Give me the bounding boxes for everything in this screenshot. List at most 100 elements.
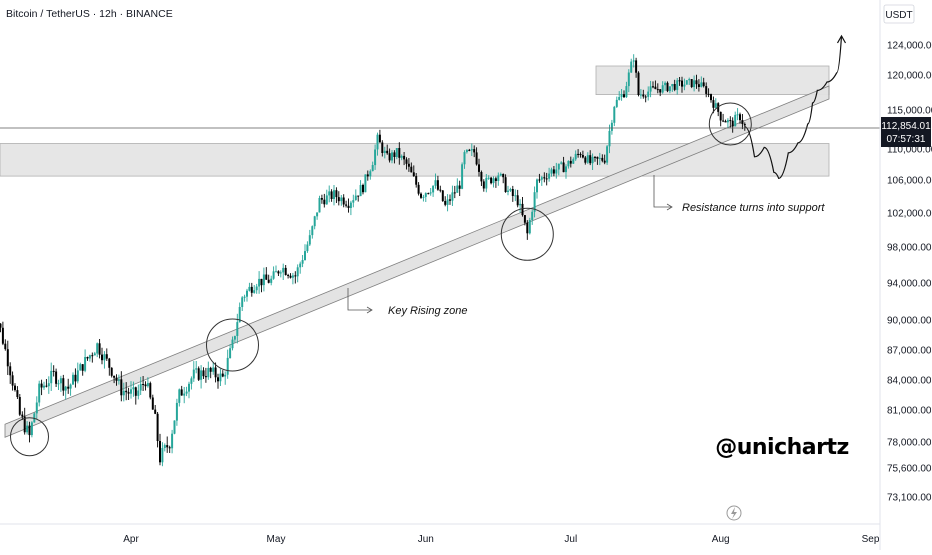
- candle-body: [623, 94, 625, 98]
- candle-body: [59, 378, 62, 384]
- candle-body: [661, 85, 664, 93]
- candle-body: [567, 160, 570, 167]
- candle-body: [432, 185, 435, 193]
- candle-body: [93, 353, 96, 356]
- candle-body: [190, 378, 193, 384]
- candle-body: [96, 343, 99, 354]
- candle-body: [304, 251, 306, 260]
- candle-body: [265, 274, 268, 280]
- price-scale[interactable]: 124,000.00 120,000.00 115,000.00 110,000.00…: [879, 0, 932, 550]
- candle-body: [294, 275, 297, 277]
- candle-body: [695, 80, 698, 85]
- candle-body: [463, 152, 466, 165]
- candle-body: [726, 120, 729, 123]
- candle-body: [724, 121, 727, 123]
- lightning-icon[interactable]: [726, 505, 742, 521]
- candle-body: [233, 336, 236, 340]
- candle-body: [275, 271, 277, 273]
- candle-body: [52, 370, 55, 372]
- candle-body: [393, 152, 396, 157]
- candle-body: [499, 174, 502, 176]
- candle-body: [149, 383, 152, 398]
- candle-body: [311, 226, 314, 236]
- candle-body: [125, 390, 128, 393]
- candle-body: [654, 86, 657, 90]
- candle-body: [115, 377, 118, 381]
- price-tag-background: [881, 117, 931, 147]
- candle-body: [349, 202, 352, 208]
- candle-body: [270, 278, 273, 283]
- candle-body: [88, 355, 91, 359]
- candle-body: [676, 80, 679, 90]
- candle-body: [137, 390, 140, 396]
- candle-body: [21, 414, 24, 417]
- candle-body: [644, 96, 647, 98]
- candle-body: [596, 156, 599, 159]
- candle-body: [38, 383, 41, 403]
- candle-body: [482, 181, 485, 189]
- candle-body: [171, 433, 174, 449]
- candle-body: [320, 198, 323, 200]
- candle-body: [543, 177, 546, 179]
- candle-body: [712, 100, 715, 108]
- candle-body: [333, 190, 335, 199]
- candle-body: [11, 375, 14, 386]
- candle-body: [301, 260, 304, 264]
- candle-body: [702, 82, 705, 87]
- candle-body: [81, 364, 84, 371]
- candle-body: [378, 134, 381, 143]
- candle-body: [560, 162, 563, 164]
- candle-body: [407, 163, 410, 167]
- candle-body: [685, 80, 688, 85]
- countdown-label: 07:57:31: [887, 134, 926, 145]
- candle-body: [352, 200, 355, 203]
- candle-body: [185, 391, 188, 394]
- candle-body: [446, 199, 449, 205]
- candle-body: [545, 178, 548, 180]
- candle-body: [536, 179, 538, 193]
- candle-body: [528, 220, 531, 234]
- candle-body: [395, 148, 398, 157]
- candle-body: [253, 290, 256, 293]
- currency-box[interactable]: [883, 4, 915, 24]
- candle-body: [552, 169, 555, 174]
- candle-body: [374, 149, 377, 166]
- x-tick-label: Apr: [123, 534, 139, 545]
- candle-body: [562, 162, 565, 173]
- candle-body: [589, 155, 592, 164]
- candle-body: [458, 185, 461, 189]
- candle-body: [255, 286, 258, 291]
- candle-body: [161, 448, 164, 463]
- y-tick-label: 94,000.00: [887, 279, 932, 290]
- candle-body: [4, 343, 7, 350]
- candle-body: [502, 174, 505, 178]
- x-tick-label: Aug: [712, 534, 730, 545]
- y-tick-label: 106,000.00: [887, 176, 932, 187]
- x-tick-label: Jul: [564, 534, 577, 545]
- candle-body: [620, 94, 623, 97]
- candle-body: [14, 385, 16, 391]
- candle-body: [357, 195, 360, 197]
- candle-body: [630, 61, 633, 73]
- candle-body: [347, 205, 350, 208]
- candle-body: [57, 383, 60, 385]
- candle-body: [168, 447, 171, 449]
- candle-body: [226, 357, 229, 375]
- resistance-support-label: Resistance turns into support: [682, 202, 825, 214]
- candle-body: [690, 79, 693, 87]
- candle-body: [637, 72, 640, 95]
- rising-channel: [4, 85, 830, 438]
- candle-body: [345, 204, 348, 206]
- candle-body: [449, 199, 451, 201]
- candle-body: [710, 94, 712, 101]
- candle-body: [678, 80, 681, 82]
- candle-body: [243, 296, 246, 298]
- y-tick-label: 81,000.00: [887, 406, 932, 417]
- candle-body: [16, 390, 19, 397]
- candle-body: [217, 377, 219, 382]
- time-scale[interactable]: Apr May Jun Jul Aug Sep: [0, 523, 880, 545]
- y-tick-label: 120,000.00: [887, 71, 932, 82]
- candle-body: [606, 146, 609, 163]
- candle-body: [388, 153, 391, 161]
